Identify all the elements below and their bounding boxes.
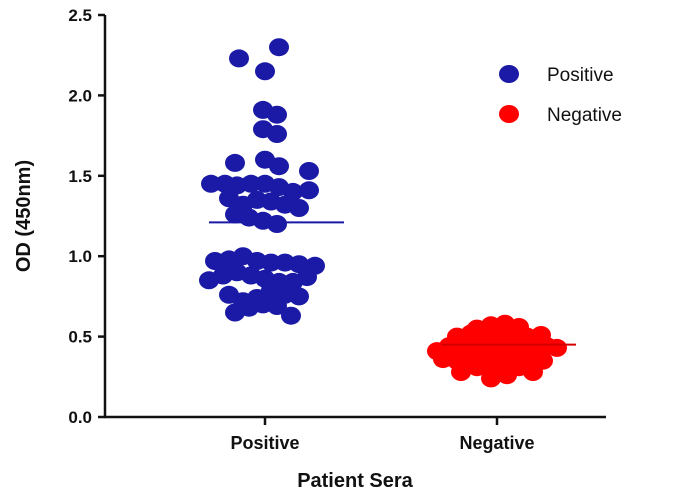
mean-lines xyxy=(209,221,576,346)
data-point-negative xyxy=(547,338,567,357)
data-point-positive xyxy=(225,153,245,172)
data-points xyxy=(199,38,567,388)
data-point-positive xyxy=(201,174,221,193)
legend-label-positive: Positive xyxy=(547,65,614,86)
data-point-positive xyxy=(241,174,261,193)
y-tick-label: 1.0 xyxy=(68,247,92,266)
y-axis-ticks: 0.0 0.5 1.0 1.5 2.0 2.5 xyxy=(68,6,105,427)
data-point-positive xyxy=(289,199,309,217)
legend-marker-negative xyxy=(499,105,519,123)
y-axis-title: OD (450nm) xyxy=(13,160,35,272)
data-point-positive xyxy=(267,215,287,233)
x-axis-title: Patient Sera xyxy=(297,470,413,492)
data-point-positive xyxy=(299,181,319,200)
data-point-positive xyxy=(255,62,275,81)
legend-label-negative: Negative xyxy=(547,105,622,126)
x-tick-label-positive: Positive xyxy=(230,433,299,453)
data-point-positive xyxy=(229,49,249,68)
data-point-positive xyxy=(261,253,281,272)
y-tick-label: 0.0 xyxy=(68,408,92,427)
y-tick-label: 2.5 xyxy=(68,6,92,25)
data-point-negative xyxy=(497,366,517,385)
data-point-positive xyxy=(267,105,287,124)
data-point-negative xyxy=(481,369,501,388)
data-point-positive xyxy=(297,268,317,287)
y-tick-label: 0.5 xyxy=(68,328,92,347)
data-point-positive xyxy=(289,287,309,306)
data-point-positive xyxy=(281,306,301,325)
data-point-positive xyxy=(267,125,287,143)
data-point-positive xyxy=(269,38,289,57)
x-axis-ticks: Positive Negative xyxy=(230,417,535,453)
legend-marker-positive xyxy=(499,65,519,83)
data-point-negative xyxy=(523,363,543,381)
data-point-positive xyxy=(299,162,319,180)
legend: Positive Negative xyxy=(499,65,622,126)
data-point-negative xyxy=(451,363,471,381)
y-tick-label: 2.0 xyxy=(68,86,92,105)
x-tick-label-negative: Negative xyxy=(459,433,534,453)
y-tick-label: 1.5 xyxy=(68,167,92,186)
data-point-positive xyxy=(267,297,287,315)
data-point-positive xyxy=(269,157,289,176)
